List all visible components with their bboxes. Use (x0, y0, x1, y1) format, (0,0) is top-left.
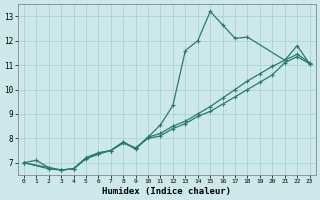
X-axis label: Humidex (Indice chaleur): Humidex (Indice chaleur) (102, 187, 231, 196)
